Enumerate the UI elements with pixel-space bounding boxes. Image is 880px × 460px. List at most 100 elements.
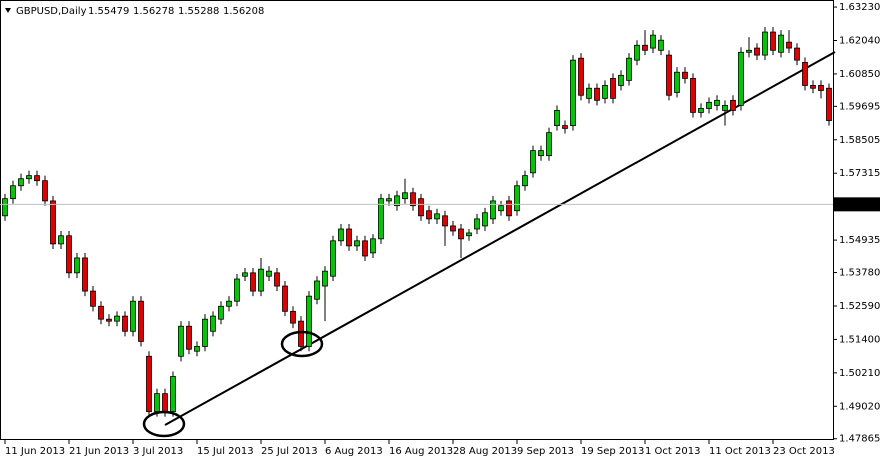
candle-body (626, 57, 632, 81)
candle-body (234, 278, 240, 302)
candle-body (538, 150, 544, 157)
x-tick-label: 3 Jul 2013 (133, 446, 183, 457)
candle-body (698, 108, 704, 113)
candle-body (130, 300, 136, 332)
candle-body (658, 39, 664, 51)
candle-body (306, 295, 312, 347)
candle-body (74, 257, 80, 274)
y-tick-label: 1.53780 (839, 268, 880, 279)
candle-body (586, 87, 592, 99)
candle-body (66, 235, 72, 274)
candle-body (450, 225, 456, 232)
y-tick-label: 1.50210 (839, 368, 880, 379)
plot-frame (0, 0, 834, 440)
candle-body (738, 51, 744, 106)
candle-body (746, 49, 752, 53)
candle-body (322, 270, 328, 287)
y-tick-label: 1.57315 (839, 168, 880, 179)
x-tick-label: 19 Sep 2013 (581, 446, 644, 457)
candle-body (706, 101, 712, 109)
candle-body (666, 54, 672, 96)
candle-body (2, 198, 8, 217)
candle-body (178, 325, 184, 357)
x-tick-label: 11 Jun 2013 (5, 446, 65, 457)
candle-body (378, 198, 384, 240)
candle-body (266, 270, 272, 277)
candle-body (554, 110, 560, 127)
candle-body (170, 376, 176, 413)
candle-body (154, 393, 160, 413)
candle-body (138, 300, 144, 342)
symbol: GBPUSD,Daily (16, 6, 87, 17)
candle-body (770, 31, 776, 51)
candle-body (810, 85, 816, 89)
candle-body (330, 240, 336, 277)
candle-body (794, 47, 800, 61)
header-value: 1.56278 (133, 6, 174, 17)
candle-body (290, 310, 296, 324)
candle-body (186, 325, 192, 350)
candle-body (674, 71, 680, 93)
y-tick-label: 1.58505 (839, 135, 880, 146)
y-tick-label: 1.63230 (839, 2, 880, 13)
y-tick-label: 1.47865 (839, 434, 880, 445)
candle-body (162, 393, 168, 413)
candle-body (106, 318, 112, 322)
candle-body (386, 198, 392, 202)
x-tick-label: 21 Jun 2013 (69, 446, 129, 457)
candle-body (58, 235, 64, 245)
candle-body (642, 44, 648, 51)
candle-body (690, 78, 696, 113)
menu-triangle (5, 8, 11, 13)
candle-body (370, 238, 376, 254)
candle-body (338, 228, 344, 242)
candle-body (682, 71, 688, 79)
candle-body (226, 300, 232, 307)
header-value: 1.55288 (178, 6, 219, 17)
candle-body (354, 240, 360, 247)
candle-body (50, 200, 56, 245)
candle-body (762, 31, 768, 56)
x-tick-label: 1 Oct 2013 (645, 446, 700, 457)
y-tick-label: 1.59695 (839, 101, 880, 112)
candle-body (442, 215, 448, 227)
candle-body (418, 198, 424, 217)
candle-body (602, 85, 608, 99)
candle-body (594, 87, 600, 101)
y-tick-label: 1.52590 (839, 301, 880, 312)
candle-body (618, 74, 624, 86)
candles (2, 27, 832, 417)
candle-body (754, 47, 760, 56)
candle-body (34, 175, 40, 182)
header-value: 1.55479 (88, 6, 129, 17)
candle-body (786, 41, 792, 49)
candle-body (434, 213, 440, 220)
candle-body (402, 192, 408, 200)
x-tick-label: 28 Aug 2013 (453, 446, 517, 457)
candle-body (42, 180, 48, 202)
candle-body (490, 200, 496, 220)
header-value: 1.56208 (223, 6, 264, 17)
candle-body (114, 315, 120, 322)
candle-body (546, 132, 552, 157)
candle-body (802, 62, 808, 86)
trend-line (164, 51, 836, 426)
candle-body (242, 272, 248, 277)
candle-body (818, 85, 824, 91)
candle-body (570, 59, 576, 127)
candle-body (10, 185, 16, 200)
candle-body (578, 57, 584, 96)
highlight-circle (142, 410, 186, 438)
x-tick-label: 16 Aug 2013 (389, 446, 453, 457)
y-tick-label: 1.49020 (839, 401, 880, 412)
candle-body (194, 346, 200, 352)
x-tick-label: 11 Oct 2013 (709, 446, 771, 457)
candle-body (514, 185, 520, 212)
price-label-bg (834, 197, 880, 212)
candle-body (282, 285, 288, 312)
y-tick-label: 1.54935 (839, 235, 880, 246)
price-label: 1.56208 (839, 199, 880, 210)
candle-body (650, 34, 656, 49)
